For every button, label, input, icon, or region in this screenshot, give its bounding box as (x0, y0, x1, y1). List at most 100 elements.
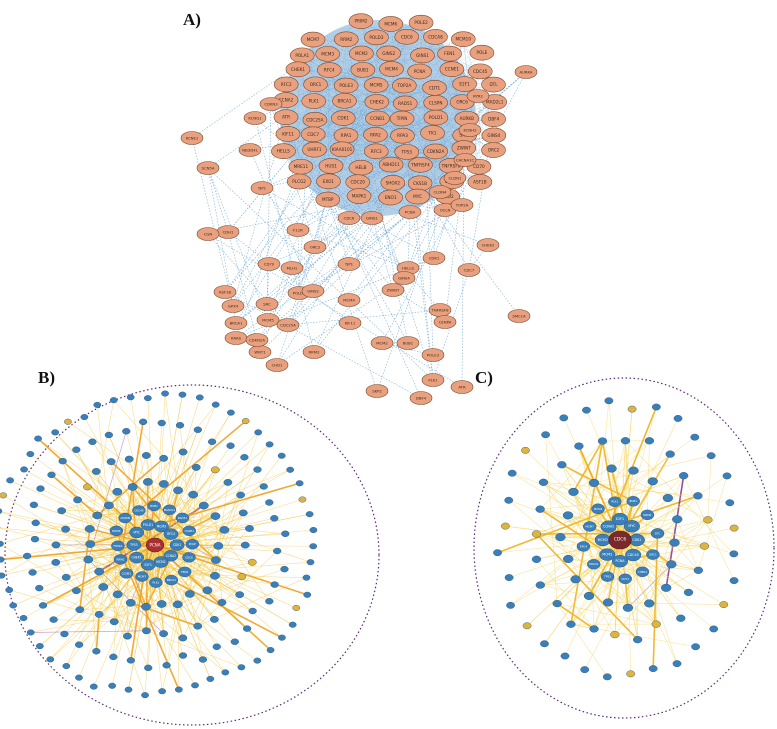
node-label: POLD1 (143, 523, 153, 527)
panel-c-edge (560, 440, 650, 538)
panel-b-node (26, 629, 35, 636)
panel-b-node (302, 574, 311, 581)
panel-a-node-label: ORC2 (310, 245, 321, 250)
panel-a-node: PLCG2 (286, 173, 312, 190)
panel-a-node-label: TK1 (428, 130, 437, 135)
panel-a-node-label: F11R (293, 228, 303, 233)
panel-b-node (75, 674, 83, 681)
panel-a-node: GINS1 (360, 211, 384, 225)
panel-b-edge (114, 545, 219, 622)
panel-b-node (141, 692, 149, 699)
panel-b-node (73, 496, 82, 504)
panel-b-edge (89, 400, 115, 529)
panel-a-node: CENPA (433, 315, 457, 329)
panel-a-node: RPA1 (333, 127, 359, 144)
panel-b-border-ellipse (4, 384, 380, 726)
node-label: MCM7 (586, 524, 595, 528)
panel-b-edge (96, 404, 118, 595)
panel-c-edge (510, 526, 609, 606)
panel-a-node: TJP1 (250, 181, 274, 195)
panel-a-node: E2F1 (452, 76, 477, 92)
panel-c-node (580, 666, 590, 674)
panel-a-node: HELB (348, 159, 374, 176)
panel-b-node (198, 501, 209, 510)
panel-c-node: E2F1 (612, 512, 629, 526)
panel-a-node: CDC7 (300, 126, 326, 143)
panel-b-edge (61, 510, 117, 532)
panel-a-node: DBF4 (481, 111, 506, 127)
panel-a-node: PCNA (398, 205, 422, 219)
panel-c-node (589, 625, 599, 633)
panel-c-edge (674, 519, 709, 543)
panel-b-node: CDK1 (169, 539, 185, 551)
panel-c-node (703, 516, 713, 524)
panel-a-node: ATR (450, 380, 474, 394)
panel-a-node: MCM7 (300, 31, 326, 48)
panel-c-edge (625, 440, 633, 527)
panel-a-node-label: HELB (355, 165, 366, 170)
panel-c-node (729, 524, 739, 532)
panel-b-node (112, 590, 123, 599)
panel-c-node (628, 466, 639, 475)
panel-a-node-label: CDC6 (401, 34, 413, 39)
panel-a-node-label: PCNA (414, 69, 426, 74)
panel-a-node: BUB1 (396, 336, 420, 350)
panel-c-node (540, 640, 549, 648)
panel-c-node (531, 530, 542, 538)
panel-c-node: CDT1 (618, 573, 632, 584)
panel-a-node: MCM4 (379, 61, 404, 77)
panel-c-node (725, 499, 735, 507)
panel-a-node: TNFRSF4 (408, 157, 433, 173)
panel-b-edge (50, 614, 100, 660)
panel-b-node (237, 573, 247, 581)
panel-a-edge (207, 167, 434, 381)
panel-b-edge (50, 544, 156, 660)
panel-b-label: B) (38, 368, 55, 387)
node-label: CHEK1 (638, 570, 648, 574)
panel-b-node (281, 530, 290, 537)
panel-a-node: DTL (481, 76, 506, 93)
panel-c-node (555, 533, 566, 542)
panel-a-node-label: RPA2 (370, 132, 381, 137)
panel-a-node-label: MCM7 (307, 37, 320, 42)
panel-a-edge (451, 135, 495, 182)
panel-c-edge (588, 440, 626, 596)
node-label: RAD51 (178, 516, 188, 520)
panel-b-node (198, 656, 208, 663)
panel-b-edge (39, 587, 100, 615)
panel-a-node-label: DBF4 (488, 117, 500, 122)
panel-a-node-label: ORC1 (310, 82, 322, 87)
panel-b-node (108, 682, 116, 689)
panel-b-node (273, 547, 282, 555)
panel-c-node (583, 591, 595, 600)
panel-a-edge (268, 217, 373, 265)
panel-a-node: TJP1 (337, 257, 361, 271)
panel-a-node: ENO1 (378, 189, 403, 206)
panel-b-node (89, 683, 98, 690)
panel-a-node: MAPK1 (346, 188, 372, 204)
panel-b-node (49, 616, 58, 623)
panel-b-edge (132, 486, 156, 546)
panel-b-edge (188, 557, 283, 638)
panel-b-node (288, 621, 297, 628)
panel-a-node: SKP2 (365, 384, 389, 398)
panel-a-node: RRM2 (302, 345, 326, 359)
panel-a-node-label: ATR (458, 385, 466, 390)
panel-b-node (240, 541, 250, 549)
node-label: POLE (189, 542, 196, 546)
panel-a-node: RYR2 (466, 89, 490, 103)
panel-a-node-label: POLA1 (295, 53, 309, 58)
panel-b-node (253, 657, 262, 664)
panel-b-node: RFC4 (163, 528, 179, 540)
panel-a-node-label: WNT1 (254, 350, 266, 355)
panel-a-edge (287, 309, 441, 326)
panel-c-node: MCM2 (599, 548, 616, 561)
node-label: ORC1 (649, 553, 657, 557)
panel-a-node: TP53 (394, 144, 420, 160)
panel-b-node: RRM2 (113, 554, 128, 565)
panel-a-node: CCNB1 (365, 110, 390, 127)
panel-a-node: GINS4 (481, 127, 507, 144)
panel-a-node: ORC2 (303, 240, 327, 254)
panel-b-edge (169, 482, 229, 511)
